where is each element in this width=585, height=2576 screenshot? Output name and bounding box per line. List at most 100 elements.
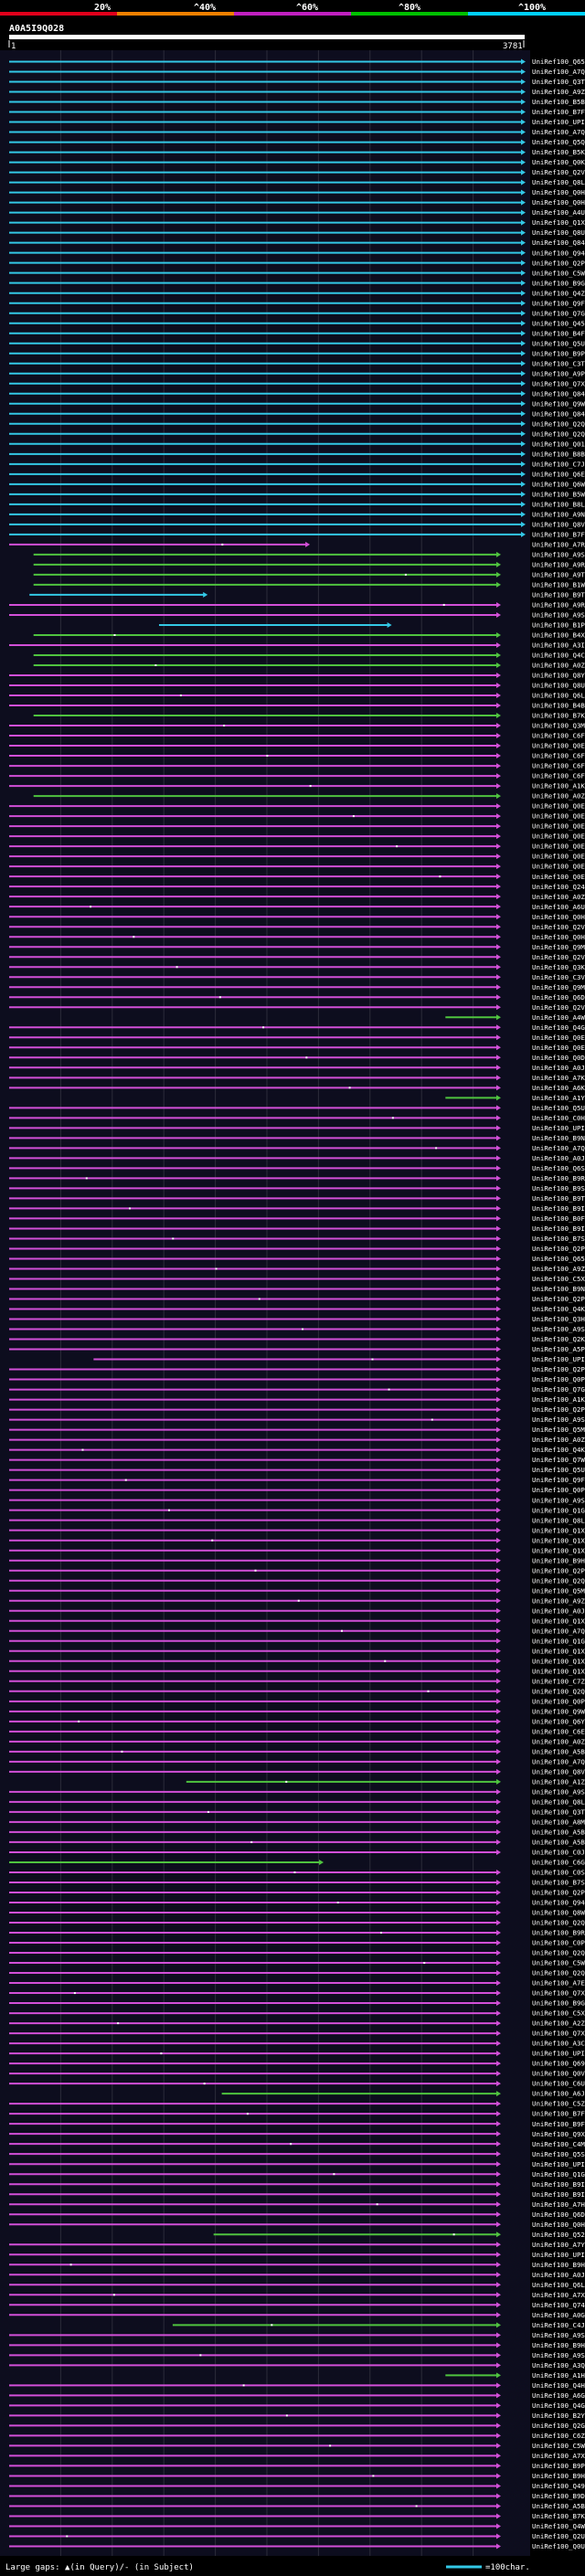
hit-label[interactable]: UniRef100_A1KUV4 — [532, 782, 585, 790]
hit-label[interactable]: UniRef100_Q2PHF9 — [532, 1295, 585, 1303]
hit-label[interactable]: UniRef100_Q7G5W8 — [532, 309, 585, 317]
hit-label[interactable]: UniRef100_A9RJW4 — [532, 561, 585, 569]
hit-label[interactable]: UniRef100_A7QK69 — [532, 1627, 585, 1635]
hit-label[interactable]: UniRef100_Q1XHJ3 — [532, 1526, 585, 1534]
hit-label[interactable]: UniRef100_C3TX77 — [532, 359, 585, 367]
hit-label[interactable]: UniRef100_Q5MBR5 — [532, 1586, 585, 1595]
hit-label[interactable]: UniRef100_Q3MG31 — [532, 722, 585, 730]
hit-label[interactable]: UniRef100_C6ZJY4 — [532, 2432, 585, 2440]
hit-label[interactable]: UniRef100_Q3HR94 — [532, 1315, 585, 1323]
hit-label[interactable]: UniRef100_A0ZG94 — [532, 662, 585, 670]
hit-label[interactable]: UniRef100_B9GFD7 — [532, 279, 585, 287]
hit-label[interactable]: UniRef100_A9SE51 — [532, 2331, 585, 2339]
hit-label[interactable]: UniRef100_A0ZK24 — [532, 1436, 585, 1444]
hit-label[interactable]: UniRef100_A2ZMS7 — [532, 2019, 585, 2028]
hit-label[interactable]: UniRef100_A7XGT6 — [532, 2291, 585, 2299]
hit-label[interactable]: UniRef100_B9RAM0 — [532, 1929, 585, 1937]
hit-label[interactable]: UniRef100_A6GHR0 — [532, 2391, 585, 2400]
hit-label[interactable]: UniRef100_C0PRP1 — [532, 1939, 585, 1947]
hit-label[interactable]: UniRef100_B7FL04 — [532, 108, 585, 116]
hit-label[interactable]: UniRef100_Q9M3Z9 — [532, 983, 585, 991]
hit-label[interactable]: UniRef100_Q24023 — [532, 883, 585, 891]
hit-label[interactable]: UniRef100_B7SWW4 — [532, 1235, 585, 1243]
hit-label[interactable]: UniRef100_A0GAK2 — [532, 2311, 585, 2319]
hit-label[interactable]: UniRef100_Q7WWM3 — [532, 1456, 585, 1464]
hit-label[interactable]: UniRef100_A8MUZ5 — [532, 1818, 585, 1827]
hit-label[interactable]: UniRef100_A0ZSY4 — [532, 893, 585, 901]
hit-label[interactable]: UniRef100_Q6YVJ0 — [532, 1717, 585, 1725]
hit-label[interactable]: UniRef100_B4B4P9 — [532, 702, 585, 710]
hit-label[interactable]: UniRef100_A9NW62 — [532, 510, 585, 518]
hit-label[interactable]: UniRef100_B7KZE7 — [532, 2512, 585, 2520]
hit-label[interactable]: UniRef100_Q2VEW8 — [532, 953, 585, 961]
hit-label[interactable]: UniRef100_Q1G7I5 — [532, 1506, 585, 1514]
hit-label[interactable]: UniRef100_B9I1K4 — [532, 2180, 585, 2189]
hit-label[interactable]: UniRef100_Q7XE04 — [532, 379, 585, 387]
hit-label[interactable]: UniRef100_B9P549 — [532, 349, 585, 357]
hit-label[interactable]: UniRef100_Q0EF14 — [532, 873, 585, 881]
hit-label[interactable]: UniRef100_C6GMF5 — [532, 1859, 585, 1867]
hit-label[interactable]: UniRef100_Q01LK1 — [532, 440, 585, 448]
hit-label[interactable]: UniRef100_C0JYG2 — [532, 1849, 585, 1857]
hit-label[interactable]: UniRef100_Q4ZJB4 — [532, 289, 585, 297]
hit-label[interactable]: UniRef100_A6U162 — [532, 903, 585, 911]
hit-label[interactable]: UniRef100_Q2QL20 — [532, 429, 585, 438]
hit-label[interactable]: UniRef100_UPI000... — [532, 118, 585, 126]
hit-label[interactable]: UniRef100_Q2U5J0 — [532, 2532, 585, 2540]
hit-label[interactable]: UniRef100_Q4WHJ1 — [532, 2522, 585, 2530]
hit-label[interactable]: UniRef100_A9ZGV8 — [532, 1265, 585, 1273]
hit-label[interactable]: UniRef100_A9SE37 — [532, 1496, 585, 1504]
hit-label[interactable]: UniRef100_Q1GUE7 — [532, 2170, 585, 2178]
hit-label[interactable]: UniRef100_C5WYA0 — [532, 269, 585, 277]
hit-label[interactable]: UniRef100_A9TUU1 — [532, 571, 585, 579]
hit-label[interactable]: UniRef100_A0ZHM5 — [532, 792, 585, 800]
hit-label[interactable]: UniRef100_Q5URR0 — [532, 1104, 585, 1112]
hit-label[interactable]: UniRef100_B7F9N4 — [532, 530, 585, 538]
hit-label[interactable]: UniRef100_B9SU59 — [532, 1184, 585, 1193]
hit-label[interactable]: UniRef100_Q0H9Q1 — [532, 188, 585, 196]
hit-label[interactable]: UniRef100_Q0EF51 — [532, 812, 585, 821]
hit-label[interactable]: UniRef100_A7YT94 — [532, 2241, 585, 2249]
hit-label[interactable]: UniRef100_Q9FS24 — [532, 1476, 585, 1484]
hit-label[interactable]: UniRef100_Q0VB94 — [532, 2070, 585, 2078]
hit-label[interactable]: UniRef100_Q0EF33 — [532, 832, 585, 841]
hit-label[interactable]: UniRef100_Q743X6 — [532, 2301, 585, 2309]
hit-label[interactable]: UniRef100_A9SE35 — [532, 1415, 585, 1424]
hit-label[interactable]: UniRef100_Q65572 — [532, 58, 585, 66]
hit-label[interactable]: UniRef100_Q9M9F5 — [532, 943, 585, 951]
hit-label[interactable]: UniRef100_A4URT6 — [532, 208, 585, 217]
hit-label[interactable]: UniRef100_Q5MBR6 — [532, 1426, 585, 1434]
hit-label[interactable]: UniRef100_A9SUI1 — [532, 1325, 585, 1333]
hit-label[interactable]: UniRef100_A5BNE3 — [532, 2502, 585, 2510]
hit-label[interactable]: UniRef100_B9I1K1 — [532, 2190, 585, 2199]
hit-label[interactable]: UniRef100_Q0EF20 — [532, 853, 585, 861]
hit-label[interactable]: UniRef100_Q45YT7 — [532, 319, 585, 327]
hit-label[interactable]: UniRef100_A6J6N3 — [532, 2090, 585, 2098]
hit-label[interactable]: UniRef100_Q2PHG3 — [532, 1566, 585, 1574]
hit-label[interactable]: UniRef100_B4XL27 — [532, 631, 585, 640]
hit-label[interactable]: UniRef100_C6EEB0 — [532, 1727, 585, 1735]
hit-label[interactable]: UniRef100_B7FZC8 — [532, 2110, 585, 2118]
hit-label[interactable]: UniRef100_C6U1Z0 — [532, 2080, 585, 2088]
hit-label[interactable]: UniRef100_A6K128 — [532, 1084, 585, 1092]
hit-label[interactable]: UniRef100_A0JBX8 — [532, 1154, 585, 1162]
hit-label[interactable]: UniRef100_Q84G64 — [532, 409, 585, 418]
hit-label[interactable]: UniRef100_C5ZL19 — [532, 2100, 585, 2108]
hit-label[interactable]: UniRef100_Q0EEH1 — [532, 742, 585, 750]
hit-label[interactable]: UniRef100_Q0EF37 — [532, 822, 585, 831]
hit-label[interactable]: UniRef100_Q6E4P4 — [532, 470, 585, 478]
hit-label[interactable]: UniRef100_A7KKT2 — [532, 1074, 585, 1082]
hit-label[interactable]: UniRef100_A0ZSX4 — [532, 1737, 585, 1745]
hit-label[interactable]: UniRef100_Q7XVP8 — [532, 1989, 585, 1998]
hit-label[interactable]: UniRef100_C5X8R3 — [532, 2009, 585, 2018]
hit-label[interactable]: UniRef100_B9FLM7 — [532, 2120, 585, 2128]
hit-label[interactable]: UniRef100_Q6LMY7 — [532, 2281, 585, 2289]
hit-label[interactable]: UniRef100_C5W8K6 — [532, 1959, 585, 1967]
hit-label[interactable]: UniRef100_B9H6B1 — [532, 1556, 585, 1564]
hit-label[interactable]: UniRef100_A0JBX7 — [532, 1606, 585, 1615]
hit-label[interactable]: UniRef100_Q1G7I4 — [532, 1637, 585, 1645]
hit-label[interactable]: UniRef100_Q8WKH6 — [532, 1909, 585, 1917]
hit-label[interactable]: UniRef100_Q84G35 — [532, 239, 585, 247]
hit-label[interactable]: UniRef100_UPI000... — [532, 2160, 585, 2168]
hit-label[interactable]: UniRef100_Q9WXZ5 — [532, 399, 585, 408]
